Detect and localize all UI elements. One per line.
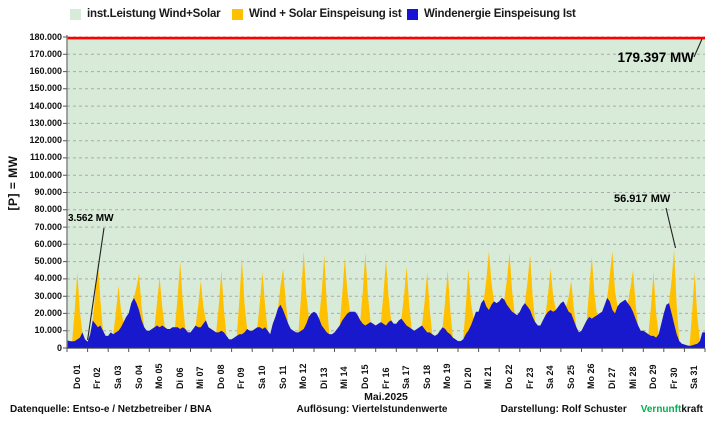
y-tick-label: 140.000 [29, 100, 62, 111]
x-day-label: Mi 21 [483, 366, 494, 389]
y-tick-label: 120.000 [29, 135, 62, 146]
x-day-label: Fr 30 [668, 367, 679, 389]
legend-label-wind-solar: Wind + Solar Einspeisung ist [249, 8, 402, 20]
y-tick-label: 10.000 [34, 325, 62, 336]
x-day-label: Do 22 [504, 364, 514, 389]
x-day-label: Sa 24 [545, 365, 556, 389]
y-tick-label: 60.000 [34, 238, 62, 249]
x-day-label: Di 13 [318, 367, 329, 389]
y-tick-label: 130.000 [29, 117, 62, 128]
y-tick-label: 160.000 [29, 66, 62, 77]
brand-vernunftkraft: Vernunftkraft [640, 404, 703, 415]
y-tick-label: 150.000 [29, 83, 62, 94]
y-tick-label: 80.000 [34, 204, 62, 215]
annotation-min-wind: 3.562 MW [68, 213, 114, 224]
x-day-label: Fr 02 [92, 367, 103, 389]
x-day-label: So 04 [133, 364, 144, 389]
y-tick-label: 30.000 [34, 290, 62, 301]
x-day-label: So 11 [277, 365, 288, 389]
x-day-label: Sa 03 [113, 365, 123, 389]
axis-tick-marks [63, 36, 706, 352]
x-day-label: Sa 10 [257, 365, 267, 389]
x-day-label: Fr 23 [524, 367, 535, 389]
footer-resolution: Auflösung: Viertelstundenwerte [296, 404, 448, 415]
y-tick-label: 100.000 [29, 169, 62, 180]
y-tick-label: 70.000 [34, 221, 62, 232]
x-day-label: Di 27 [606, 367, 617, 389]
x-day-label: Mo 05 [154, 363, 165, 389]
x-day-label: Di 20 [462, 367, 473, 389]
x-day-label: Sa 17 [401, 365, 412, 389]
chart-plot [63, 35, 706, 352]
y-tick-label: 20.000 [34, 307, 62, 318]
x-day-label: Fr 09 [236, 367, 247, 389]
x-day-label: Mo 26 [586, 363, 597, 389]
footer-author-text: Darstellung: Rolf Schuster [500, 404, 627, 415]
x-day-label: Mi 07 [195, 366, 206, 389]
x-day-label: Fr 16 [380, 367, 391, 389]
y-tick-label: 110.000 [29, 152, 62, 163]
legend-item-wind: Windenergie Einspeisung Ist [407, 7, 576, 21]
y-tick-label: 50.000 [34, 256, 62, 267]
annotation-installed-capacity: 179.397 MW [617, 50, 694, 65]
x-day-label: Do 08 [215, 364, 226, 389]
legend-item-wind-solar: Wind + Solar Einspeisung ist [232, 7, 402, 21]
x-day-label: Mo 12 [298, 363, 309, 389]
legend-label-installed: inst.Leistung Wind+Solar [87, 8, 221, 20]
y-tick-label: 40.000 [34, 273, 62, 284]
y-tick-label: 180.000 [29, 31, 62, 42]
installed-capacity-swatch-icon [70, 8, 81, 20]
legend-label-wind: Windenergie Einspeisung Ist [424, 8, 576, 20]
annotation-max-peak: 56.917 MW [614, 193, 671, 205]
x-day-label: Mi 28 [627, 366, 638, 389]
x-day-label: Do 29 [648, 364, 658, 389]
footer-author: Darstellung: Rolf Schuster Vernunftkraft [501, 404, 703, 415]
x-day-label: Sa 31 [689, 365, 700, 389]
leader-capacity [693, 38, 703, 58]
x-day-label: Mi 14 [339, 366, 350, 389]
footer-data-source: Datenquelle: Entso-e / Netzbetreiber / B… [10, 404, 212, 415]
x-axis-month-label: Mai.2025 [364, 391, 408, 403]
x-day-label: Do 01 [71, 364, 82, 389]
legend-item-installed: inst.Leistung Wind+Solar [70, 7, 221, 21]
wind-swatch-icon [407, 8, 418, 20]
leader-min-wind [87, 227, 105, 341]
y-tick-label: 90.000 [34, 187, 62, 197]
wind-solar-swatch-icon [232, 8, 243, 20]
x-day-label: So 18 [421, 364, 432, 389]
x-day-label: So 25 [565, 364, 576, 389]
x-day-label: Mo 19 [442, 363, 453, 389]
leader-max-peak [665, 207, 677, 249]
x-day-label: Do 15 [359, 364, 370, 389]
x-day-label: Di 06 [174, 367, 185, 389]
y-tick-label: 170.000 [29, 48, 62, 59]
y-tick-label: 0 [56, 342, 62, 353]
wind-feed-in-area [67, 297, 705, 348]
